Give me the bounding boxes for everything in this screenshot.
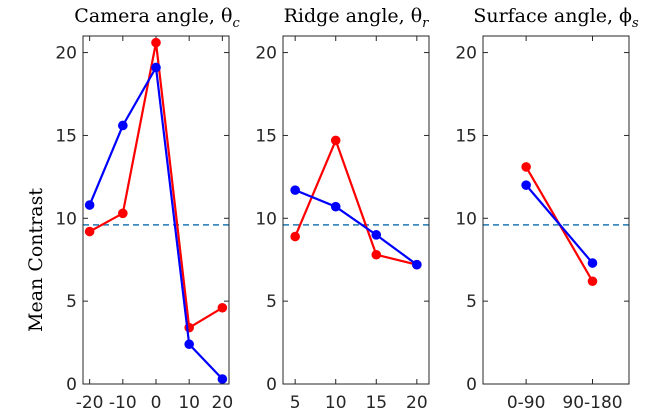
y-tick-label: 10 — [255, 209, 277, 229]
series-1-line — [294, 139, 418, 266]
y-tick-label: 20 — [455, 44, 477, 64]
series-1-point — [330, 135, 341, 146]
x-tick-label: 90-180 — [562, 393, 622, 413]
x-tick-label: 20 — [406, 393, 428, 413]
y-tick-label: 20 — [255, 44, 277, 64]
y-tick-label: 0 — [266, 375, 277, 395]
series-2-line — [525, 184, 594, 264]
series-2-point — [184, 339, 194, 350]
axes-box — [282, 35, 430, 385]
series-2-line — [294, 189, 418, 266]
panel-title-subscript: r — [422, 16, 429, 31]
series-1-line — [89, 41, 223, 329]
series-2-point — [371, 230, 382, 240]
series-2-point — [521, 180, 531, 190]
x-tick-label: 20 — [212, 393, 234, 413]
y-tick-label: 5 — [66, 292, 77, 312]
series-1-point — [371, 249, 382, 260]
series-2-point — [217, 374, 228, 384]
y-tick-label: 15 — [455, 126, 477, 146]
panel-title-subscript: s — [632, 16, 639, 31]
series-2-point — [290, 185, 300, 195]
y-axis-label: Mean Contrast — [25, 188, 47, 332]
x-tick-label: 5 — [290, 393, 301, 413]
panel-title: Camera angle, θc — [74, 5, 240, 31]
x-tick-label: 15 — [365, 393, 387, 413]
series-2-point — [412, 259, 422, 270]
x-tick-label: 10 — [325, 393, 347, 413]
y-tick-label: 5 — [266, 292, 277, 312]
series-1-point — [84, 226, 95, 237]
series-2-point — [84, 200, 95, 210]
y-tick-label: 5 — [466, 292, 477, 312]
series-2-point — [151, 62, 161, 73]
series-1-point — [217, 302, 228, 313]
y-tick-label: 10 — [455, 209, 477, 229]
x-tick-label: 10 — [178, 393, 200, 413]
x-tick-label: 0-90 — [507, 393, 546, 413]
x-tick-label: -20 — [76, 393, 104, 413]
series-1-point — [587, 276, 598, 287]
panel-title: Surface angle, ϕs — [473, 5, 639, 31]
y-tick-label: 0 — [466, 375, 477, 395]
x-tick-label: -10 — [109, 393, 137, 413]
panel-title: Ridge angle, θr — [284, 5, 430, 31]
x-tick-label: 0 — [151, 393, 162, 413]
series-2-point — [118, 120, 128, 131]
y-tick-label: 10 — [55, 209, 77, 229]
axes-box — [482, 35, 630, 385]
series-1-point — [290, 231, 300, 242]
series-2-line — [88, 66, 224, 380]
series-1-point — [118, 208, 128, 219]
y-tick-label: 15 — [55, 126, 77, 146]
y-tick-label: 20 — [55, 44, 77, 64]
y-tick-label: 15 — [255, 126, 277, 146]
series-1-point — [521, 162, 531, 172]
y-tick-label: 0 — [66, 375, 77, 395]
panel-3: Surface angle, ϕs 0 5 10 15 20 0-90 90-180 — [455, 5, 639, 413]
panel-title-subscript: c — [232, 16, 240, 31]
series-2-point — [587, 258, 598, 268]
axes-box — [82, 35, 230, 385]
series-1-point — [151, 37, 161, 48]
series-2-point — [330, 201, 341, 212]
panel-1: Camera angle, θc 0 5 10 15 20 -20 -10 0 10 20 — [55, 5, 240, 413]
